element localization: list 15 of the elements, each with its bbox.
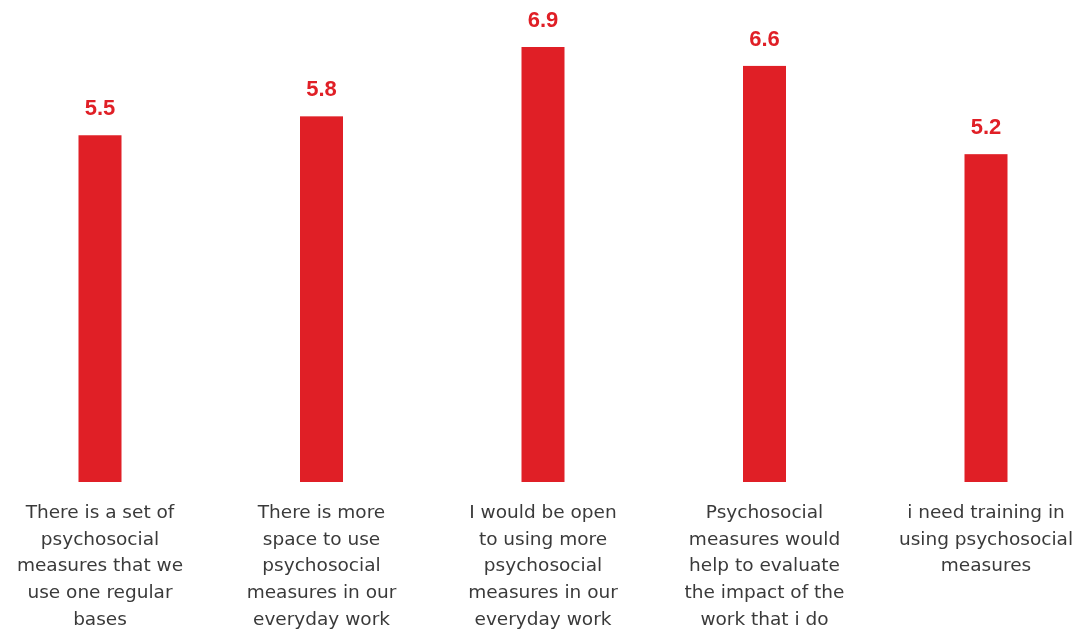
data-label: 5.8 (306, 76, 337, 102)
bar (78, 135, 122, 482)
x-tick-label: i need training in using psychosocial measures (898, 501, 1074, 576)
data-label: 5.2 (970, 114, 1002, 140)
data-label: 6.6 (749, 25, 780, 51)
x-tick-label: There is more space to use psychosocial measures in our everyday work (246, 501, 397, 629)
x-tick-label: There is a set of psychosocial measures that we use one regular bases (16, 501, 184, 629)
x-tick-label: Psychosocial measures would help to evaluate the impact of the work that i do (684, 501, 845, 629)
data-label: 6.9 (527, 7, 559, 32)
bar (300, 116, 343, 482)
bar (521, 47, 565, 482)
x-tick-label: I would be open to using more psychosocial measures in our everyday work (468, 501, 619, 629)
bar (743, 65, 786, 482)
data-label: 5.5 (84, 95, 116, 121)
bar (964, 154, 1008, 482)
